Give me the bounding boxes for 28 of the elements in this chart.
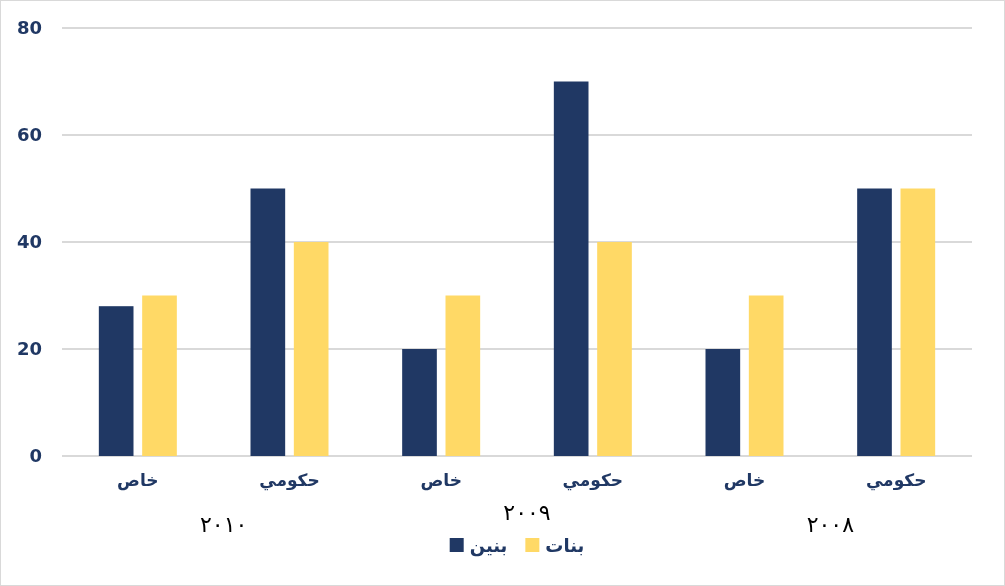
bar [857,188,892,456]
bar [250,188,286,456]
y-tick-label: 60 [16,124,42,146]
text: ٢٠٠٨ [806,512,855,537]
y-tick-label: 0 [29,445,42,467]
bar [445,295,481,456]
bar [748,295,784,456]
bar [402,349,437,456]
bar [705,349,741,456]
x-tick-label: خاص [117,470,159,492]
text: ٢٠٠٩ [503,500,551,525]
x-tick-label: حكومي [562,470,624,492]
legend-label: بنين [469,535,508,557]
bar [293,242,329,456]
y-tick-label: 40 [16,231,42,253]
bar [900,188,936,456]
x-tick-label: حكومي [865,470,927,492]
x-tick-label: حكومي [259,470,320,492]
bar [553,81,589,456]
x-tick-label: خاص [723,470,766,492]
y-tick-label: 20 [16,338,42,360]
bar [98,306,134,456]
y-tick-label: 80 [16,17,42,39]
legend-label: بنات [545,535,585,556]
x-tick-label: خاص [420,470,462,492]
text: ٢٠١٠ [200,512,248,537]
bar [597,242,632,456]
bar [142,295,177,456]
